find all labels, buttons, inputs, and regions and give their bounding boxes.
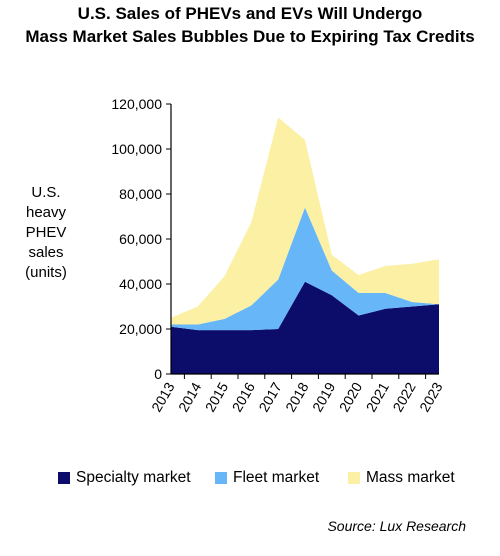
y-axis-label-line: U.S. (31, 184, 61, 201)
legend-label-specialty: Specialty market (76, 469, 191, 486)
legend: Specialty market Fleet market Mass marke… (0, 469, 500, 491)
x-tick-label: 2018 (282, 379, 312, 414)
x-tick-label: 2023 (416, 379, 446, 414)
y-axis-label-line: heavy (25, 204, 67, 221)
y-tick-label: 60,000 (119, 231, 162, 247)
legend-label-mass: Mass market (366, 469, 455, 486)
x-tick-label: 2016 (229, 379, 259, 414)
area-series-fleet (171, 207, 439, 331)
y-axis-label-line: (units) (25, 264, 67, 281)
x-tick-label: 2013 (148, 379, 178, 414)
y-axis-label-line: sales (28, 244, 64, 261)
x-tick-label: 2021 (363, 379, 393, 414)
x-tick-label: 2022 (389, 379, 419, 414)
x-tick-label: 2015 (202, 379, 232, 414)
y-tick-label: 40,000 (119, 276, 162, 292)
legend-swatch-specialty (58, 472, 70, 484)
legend-item-specialty: Specialty market (58, 469, 191, 487)
x-tick-label: 2020 (336, 379, 366, 414)
chart-title-line-2: Mass Market Sales Bubbles Due to Expirin… (25, 27, 475, 46)
legend-item-fleet: Fleet market (215, 469, 319, 487)
y-tick-label: 80,000 (119, 186, 162, 202)
legend-swatch-fleet (215, 472, 227, 484)
y-axis-label: U.S. heavy PHEV sales (units) (22, 183, 70, 283)
legend-item-mass: Mass market (348, 469, 455, 487)
legend-label-fleet: Fleet market (233, 469, 320, 486)
y-axis-label-line: PHEV (25, 224, 67, 241)
source-note: Source: Lux Research (327, 518, 466, 534)
y-tick-label: 0 (154, 366, 162, 382)
x-tick-label: 2014 (175, 379, 205, 414)
x-tick-label: 2019 (309, 379, 339, 414)
y-tick-label: 100,000 (111, 141, 162, 157)
legend-swatch-mass (348, 472, 360, 484)
y-tick-label: 20,000 (119, 321, 162, 337)
area-series-mass (171, 117, 439, 325)
area-series-specialty (171, 281, 439, 374)
x-tick-label: 2017 (255, 379, 285, 414)
y-tick-label: 120,000 (111, 96, 162, 112)
chart-title-line-1: U.S. Sales of PHEVs and EVs Will Undergo (77, 4, 423, 23)
